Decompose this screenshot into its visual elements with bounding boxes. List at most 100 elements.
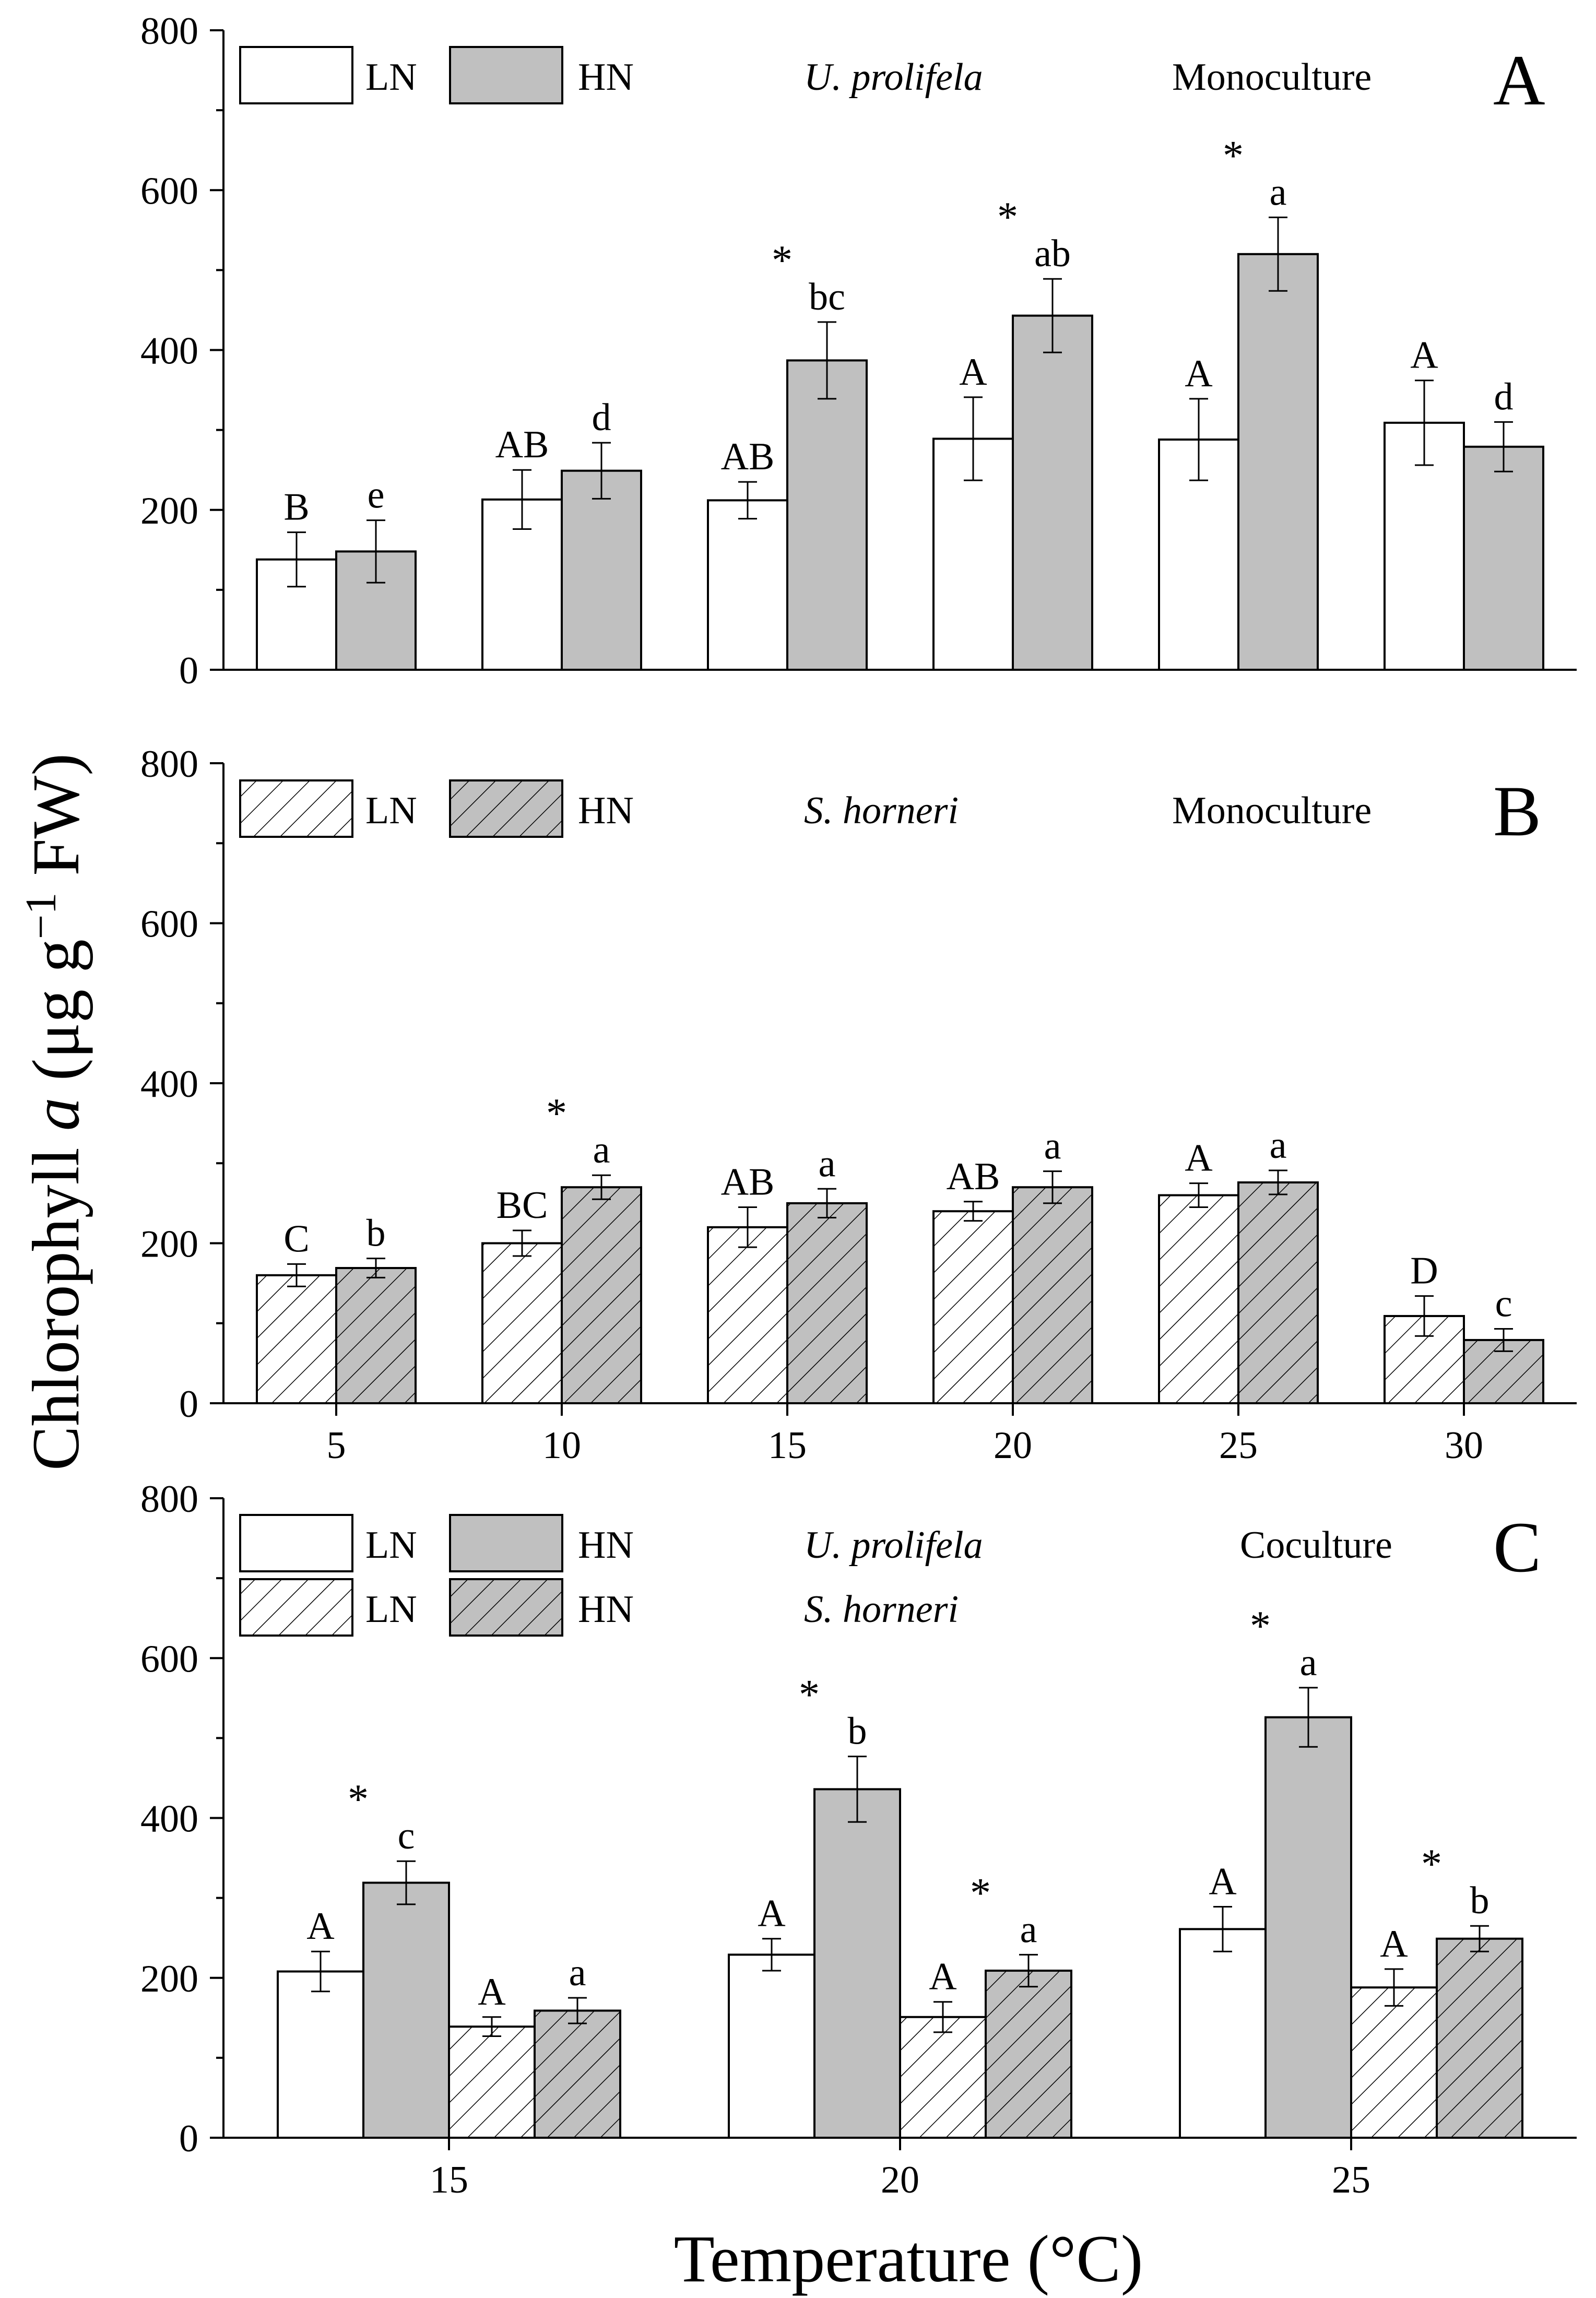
panel-c: Ac * A a Ab * Aa * Aa * Ab * 15 20 25 0 200 400 600 800 LN…	[140, 1478, 1577, 2201]
x-axis-title: Temperature (°C)	[674, 2222, 1143, 2296]
panel-a-culture: Monoculture	[1172, 56, 1372, 99]
significance-letter: bc	[809, 276, 845, 318]
significance-letter: AB	[495, 423, 549, 466]
x-tick-label: 20	[994, 1424, 1032, 1467]
significance-letter: B	[283, 486, 309, 529]
significance-letter: D	[1410, 1250, 1438, 1293]
significance-star: *	[970, 1870, 991, 1916]
legend-ln-hatched-swatch	[239, 779, 353, 838]
significance-letter: c	[1495, 1282, 1512, 1325]
significance-letter: A	[306, 1905, 334, 1948]
panel-b-culture: Monoculture	[1172, 789, 1372, 832]
panel-c-legend: LN HN U. prolifela Coculture C LN HN S. …	[239, 1507, 1541, 1637]
x-tick-label: 25	[1219, 1424, 1258, 1467]
y-tick-label: 600	[140, 170, 198, 212]
panel-c-bars: Ac * A a Ab * Aa * Aa * Ab *	[277, 1603, 1523, 2139]
panel-b-species: S. horneri	[804, 789, 959, 832]
legend-c-ln-swatch	[239, 1514, 353, 1572]
x-tick-label: 20	[881, 2159, 919, 2201]
x-tick-label: 15	[768, 1424, 807, 1467]
legend-hn-label: HN	[578, 56, 634, 99]
panel-a-species: U. prolifela	[804, 56, 983, 99]
significance-letter: AB	[947, 1155, 1000, 1198]
significance-letter: A	[1380, 1923, 1408, 1965]
bar-c-hn-25	[1264, 1716, 1352, 2139]
y-tick-label: 400	[140, 1063, 198, 1106]
significance-letter: AB	[721, 435, 775, 478]
legend-c-hn-hatched-label: HN	[578, 1588, 634, 1631]
x-tick-label: 10	[542, 1424, 581, 1467]
panel-c-letter: C	[1493, 1507, 1541, 1587]
bar-b-ln-15	[707, 1226, 788, 1405]
y-tick-label: 800	[140, 743, 198, 786]
x-tick-label: 5	[327, 1424, 346, 1467]
significance-letter: A	[1410, 334, 1438, 377]
bar-b-hn-5	[335, 1267, 417, 1405]
legend-hn-hatched-swatch	[449, 779, 563, 838]
legend-c-ln-hatched-swatch	[239, 1578, 353, 1637]
bar-a-hn-15	[786, 359, 868, 671]
bar-b-ln-5	[256, 1274, 337, 1405]
significance-star: *	[997, 194, 1018, 240]
x-tick-label: 15	[430, 2159, 468, 2201]
panel-b-axes: 5 10 15 20 25 30 0 200 400 600 800	[140, 743, 1577, 1467]
legend-hn-swatch	[449, 46, 563, 104]
bar-a-hn-10	[561, 469, 642, 671]
significance-star: *	[546, 1091, 567, 1136]
legend-c-hn-label: HN	[578, 1524, 634, 1567]
bar-b-hn-25	[1237, 1181, 1319, 1405]
bar-c-hn-15	[362, 1881, 450, 2139]
y-tick-label: 200	[140, 1958, 198, 2000]
significance-letter: A	[959, 351, 987, 394]
bar-b-hn-10	[561, 1186, 642, 1405]
panel-a-axes: 0 200 400 600 800	[140, 10, 1577, 692]
y-tick-label: 200	[140, 490, 198, 532]
bar-b-ln-10	[481, 1242, 563, 1404]
y-tick-label: 0	[179, 2117, 198, 2160]
bar-c-ln-25	[1179, 1928, 1267, 2139]
panel-a-letter: A	[1493, 40, 1545, 120]
significance-star: *	[772, 238, 793, 283]
legend-c-hn-swatch	[449, 1514, 563, 1572]
legend-c-ln-hatched-label: LN	[365, 1588, 417, 1631]
panel-b-legend: LN HN S. horneri Monoculture B	[239, 771, 1541, 851]
y-axis-title: Chlorophyll a (μg g−1 FW)	[17, 753, 93, 1471]
bar-b-hn-20	[1012, 1186, 1093, 1405]
significance-letter: d	[1494, 375, 1514, 418]
significance-letter: a	[1044, 1125, 1061, 1168]
significance-letter: A	[1185, 1137, 1212, 1180]
significance-letter: AB	[721, 1161, 775, 1204]
significance-letter: A	[758, 1892, 785, 1935]
y-tick-label: 400	[140, 1798, 198, 1841]
significance-star: *	[348, 1776, 369, 1822]
significance-letter: a	[593, 1129, 610, 1171]
panel-c-species-2: S. horneri	[804, 1588, 959, 1631]
legend-ln-hatched-label: LN	[365, 789, 417, 832]
significance-letter: BC	[496, 1184, 548, 1227]
bar-c-hn-20	[985, 1969, 1072, 2139]
significance-letter: A	[929, 1956, 956, 1998]
x-tick-label: 25	[1332, 2159, 1370, 2201]
bar-c-ln-15	[277, 1970, 364, 2139]
significance-letter: b	[848, 1710, 867, 1753]
y-tick-label: 200	[140, 1223, 198, 1266]
bar-b-ln-20	[932, 1210, 1014, 1404]
y-tick-label: 600	[140, 903, 198, 946]
significance-letter: a	[569, 1951, 586, 1994]
significance-letter: A	[1185, 352, 1212, 395]
panel-a-legend: LN HN U. prolifela Monoculture A	[239, 40, 1545, 120]
significance-letter: a	[819, 1142, 836, 1185]
y-tick-label: 0	[179, 649, 198, 692]
legend-c-ln-label: LN	[365, 1524, 417, 1567]
panel-b-letter: B	[1493, 771, 1541, 851]
y-tick-label: 0	[179, 1383, 198, 1426]
significance-letter: C	[283, 1217, 309, 1260]
significance-letter: a	[1270, 171, 1287, 214]
legend-ln-label: LN	[365, 56, 417, 99]
significance-letter: d	[592, 396, 611, 439]
bar-a-hn-20	[1012, 314, 1093, 671]
